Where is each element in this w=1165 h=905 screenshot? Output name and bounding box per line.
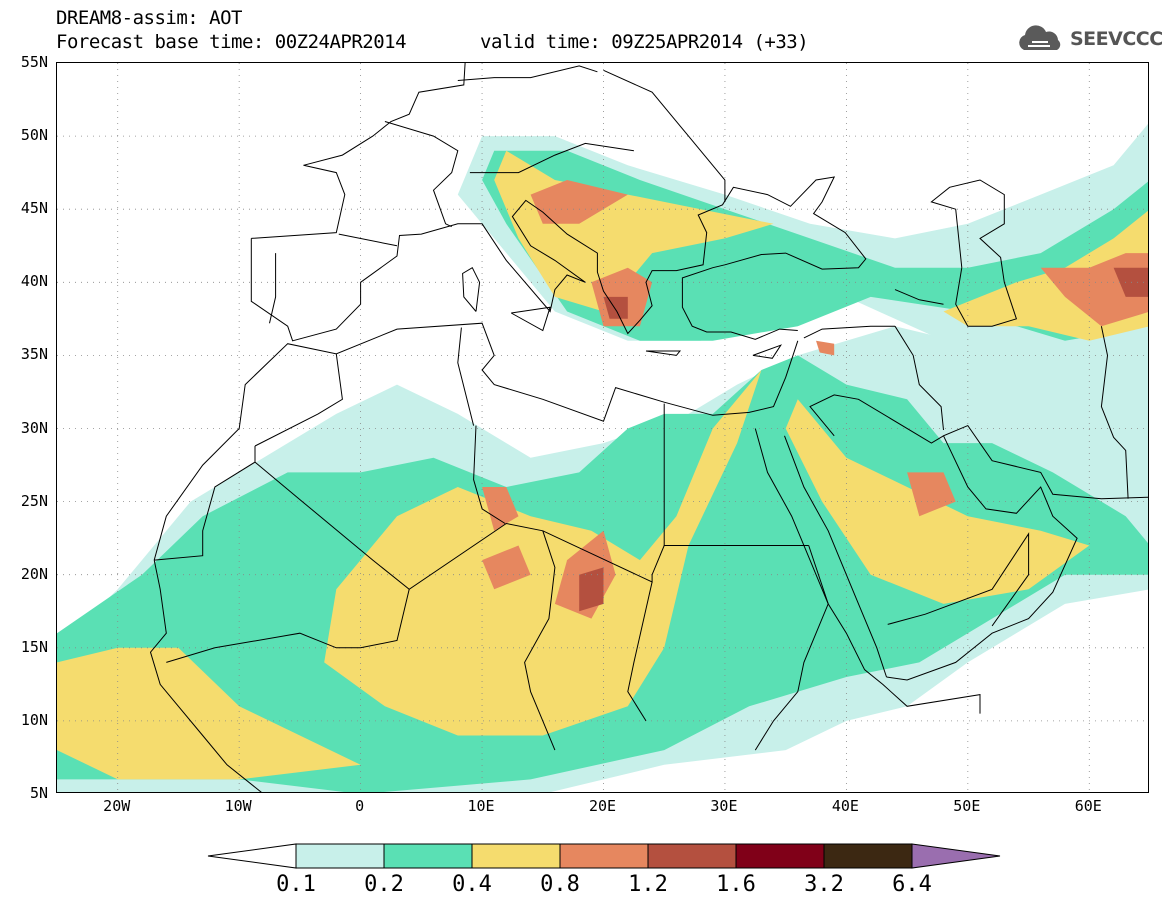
lat-label-20N: 20N — [20, 564, 48, 583]
colorbar-box — [383, 843, 473, 869]
coastlines-and-borders — [149, 63, 1148, 792]
colorbar-box — [823, 843, 913, 869]
aot-band-0.4-westafrica — [57, 647, 361, 780]
colorbar-label-0.8: 0.8 — [540, 872, 580, 897]
lon-label-10W: 10W — [224, 797, 252, 815]
arabia-coast — [886, 424, 1148, 681]
aot-band-0.4-sahara — [324, 370, 762, 736]
aot-band-0.8-e — [816, 340, 835, 356]
lat-label-35N: 35N — [20, 345, 48, 364]
border-chad-niger — [524, 530, 556, 751]
valid-time: valid time: 09Z25APR2014 (+33) — [480, 31, 809, 53]
aot-band-0.8-d — [482, 487, 519, 531]
colorbar-box — [559, 843, 649, 869]
colorbar-box — [471, 843, 561, 869]
colorbar-box — [295, 843, 385, 869]
colorbar-arrow-low — [207, 843, 297, 869]
border-portugal — [269, 253, 277, 324]
colorbar-label-1.2: 1.2 — [628, 872, 668, 897]
border-iran-east — [1100, 326, 1129, 499]
map-title: DREAM8-assim: AOT — [56, 7, 242, 29]
aot-band-1.2-chad — [579, 567, 604, 612]
lon-label-20W: 20W — [103, 797, 131, 815]
aot-band-0.8-a — [530, 180, 628, 224]
lat-label-45N: 45N — [20, 199, 48, 218]
forecast-base-time: Forecast base time: 00Z24APR2014 — [56, 31, 407, 53]
lat-label-5N: 5N — [29, 784, 48, 802]
lat-label-10N: 10N — [20, 710, 48, 729]
sicily — [510, 306, 551, 332]
border-iraq-iran — [894, 325, 944, 431]
aot-band-1.2-greece — [603, 296, 628, 319]
logo-text: SEEVCCC — [1070, 28, 1163, 50]
colorbar-box — [735, 843, 825, 869]
mediterranean-north-coast — [250, 176, 867, 342]
aot-band-1.2-caspian — [1113, 267, 1148, 297]
lon-label-30E: 30E — [710, 797, 738, 815]
lon-label-60E: 60E — [1074, 797, 1102, 815]
aot-band-0.8-arabia — [907, 472, 956, 517]
crete — [645, 350, 682, 356]
lon-label-0: 0 — [355, 797, 365, 815]
west-africa-coast — [149, 559, 262, 792]
red-sea-west-coast — [754, 428, 981, 714]
gridlines — [57, 63, 1148, 792]
border-morocco-algeria — [254, 353, 343, 447]
aot-contour-fields — [57, 123, 1148, 792]
lat-label-15N: 15N — [20, 637, 48, 656]
border-algeria-libya — [473, 425, 506, 524]
aot-band-0.4-arabia — [785, 399, 1090, 604]
lat-label-55N: 55N — [20, 53, 48, 71]
colorbar-box — [647, 843, 737, 869]
border-central-europe — [469, 142, 634, 174]
lat-label-30N: 30N — [20, 418, 48, 437]
aot-band-0.8-c — [482, 545, 531, 590]
sardinia — [462, 266, 481, 312]
border-tunisia — [457, 327, 475, 426]
baltic-coast — [457, 65, 598, 81]
map-panel — [56, 62, 1149, 793]
colorbar-label-3.2: 3.2 — [804, 872, 844, 897]
colorbar-label-0.2: 0.2 — [364, 872, 404, 897]
lon-label-50E: 50E — [953, 797, 981, 815]
border-sudan-ethiopia — [754, 545, 829, 751]
border-sudan-chad — [627, 581, 653, 722]
border-eastern-europe — [603, 69, 726, 202]
lat-label-25N: 25N — [20, 491, 48, 510]
border-syria-turkey — [803, 325, 895, 339]
colorbar-label-1.6: 1.6 — [716, 872, 756, 897]
border-france-east — [384, 121, 459, 228]
seevccc-logo: SEEVCCC — [1016, 22, 1163, 56]
caspian-sea — [930, 179, 1018, 327]
lat-label-50N: 50N — [20, 126, 48, 145]
lon-label-10E: 10E — [467, 797, 495, 815]
lon-label-40E: 40E — [831, 797, 859, 815]
border-pyrenees — [338, 233, 398, 247]
aot-map — [57, 63, 1148, 792]
colorbar-label-0.1: 0.1 — [276, 872, 316, 897]
border-sahel — [166, 589, 410, 663]
border-sahara-b — [154, 446, 256, 561]
border-arabia-north — [809, 394, 944, 444]
colorbar-label-0.4: 0.4 — [452, 872, 492, 897]
cloud-icon — [1019, 25, 1061, 50]
border-sahara-a — [254, 461, 809, 590]
border-caucasus — [894, 289, 944, 305]
cyprus — [752, 344, 783, 359]
lat-label-40N: 40N — [20, 272, 48, 291]
lon-label-20E: 20E — [588, 797, 617, 815]
north-africa-coast — [153, 322, 799, 561]
border-arabia-south — [887, 532, 1030, 627]
atlantic-europe-coast — [251, 63, 466, 239]
colorbar-label-6.4: 6.4 — [892, 872, 932, 897]
red-sea-east-coast — [784, 435, 887, 678]
colorbar-arrow-high — [911, 843, 1001, 869]
